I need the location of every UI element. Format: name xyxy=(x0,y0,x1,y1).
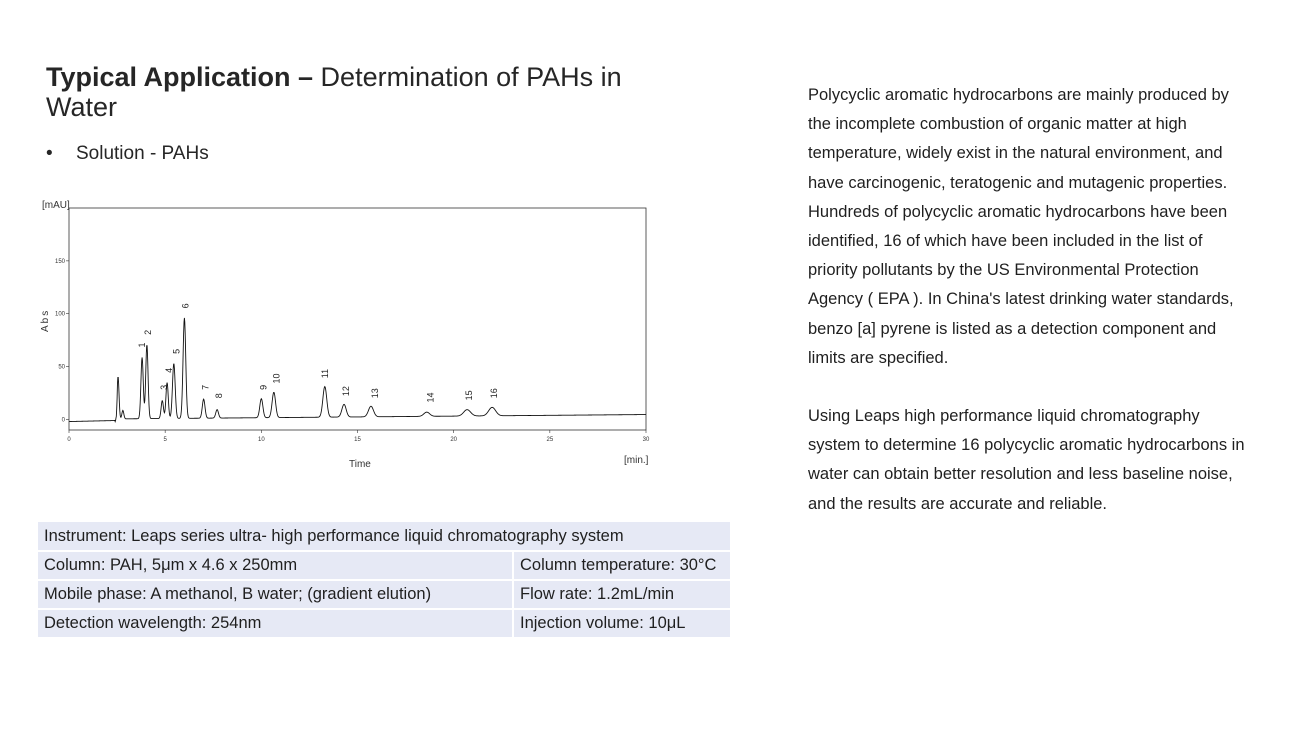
peak-label: 3 xyxy=(159,385,169,390)
peak-label: 6 xyxy=(180,303,190,308)
y-tick-label: 100 xyxy=(55,312,66,318)
peak-label: 7 xyxy=(201,385,211,390)
peak-label: 9 xyxy=(258,385,268,390)
y-tick-label: 0 xyxy=(62,417,66,423)
x-tick-label: 15 xyxy=(354,437,361,443)
y-axis-label: Abs xyxy=(40,309,51,332)
description-paragraph-1: Polycyclic aromatic hydrocarbons are mai… xyxy=(808,86,1234,367)
y-tick-label: 50 xyxy=(58,365,65,371)
peak-label: 11 xyxy=(320,369,330,378)
x-tick-label: 20 xyxy=(450,437,457,443)
y-unit-label: [mAU] xyxy=(42,200,70,211)
peak-label: 13 xyxy=(370,388,380,398)
chromatogram-chart: [mAU] Abs Time [min.] 0 5 10 15 20 25 30 0 50 100… xyxy=(36,194,656,484)
conditions-table: Instrument: Leaps series ultra- high per… xyxy=(36,520,732,639)
x-tick-label: 25 xyxy=(546,437,553,443)
title-bold: Typical Application – xyxy=(46,62,314,92)
x-axis-label: Time xyxy=(349,459,371,470)
peak-label: 4 xyxy=(164,368,174,373)
title-rest: Determination of PAHs in Water xyxy=(46,62,622,122)
flow-rate-cell: Flow rate: 1.2mL/min xyxy=(512,579,732,610)
x-tick-label: 5 xyxy=(163,437,167,443)
bullet-highlight: PAHs xyxy=(161,143,209,164)
plot-frame xyxy=(68,207,647,431)
peak-label: 14 xyxy=(426,392,436,402)
x-tick-label: 30 xyxy=(643,437,650,443)
peak-label: 16 xyxy=(489,388,499,398)
y-tick-label: 150 xyxy=(55,259,66,265)
description-text: Polycyclic aromatic hydrocarbons are mai… xyxy=(808,81,1248,519)
bullet-prefix: Solution - xyxy=(76,143,162,164)
peak-label: 1 xyxy=(137,343,147,348)
x-tick-label: 0 xyxy=(67,437,71,443)
x-unit-label: [min.] xyxy=(624,455,649,466)
chromatogram-svg: [mAU] Abs Time [min.] 0 5 10 15 20 25 30050100… xyxy=(40,200,650,470)
table-row: Column: PAH, 5μm x 4.6 x 250mm Column te… xyxy=(36,550,732,581)
peak-label: 15 xyxy=(464,390,474,400)
wavelength-cell: Detection wavelength: 254nm xyxy=(36,608,514,639)
mobile-phase-cell: Mobile phase: A methanol, B water; (grad… xyxy=(36,579,514,610)
peak-label: 10 xyxy=(272,373,282,383)
column-temperature-cell: Column temperature: 30°C xyxy=(512,550,732,581)
chromatogram-trace xyxy=(68,317,646,423)
table-row: Mobile phase: A methanol, B water; (grad… xyxy=(36,579,732,610)
peak-label: 8 xyxy=(214,393,224,398)
bullet-solution: • Solution - PAHs xyxy=(46,143,209,165)
table-row: Instrument: Leaps series ultra- high per… xyxy=(36,520,732,552)
instrument-cell: Instrument: Leaps series ultra- high per… xyxy=(36,520,732,552)
peak-label: 2 xyxy=(143,330,153,335)
peak-label: 5 xyxy=(172,349,182,354)
x-tick-label: 10 xyxy=(258,437,265,443)
table-row: Detection wavelength: 254nm Injection vo… xyxy=(36,608,732,639)
description-paragraph-2: Using Leaps high performance liquid chro… xyxy=(808,407,1245,513)
page-title: Typical Application – Determination of P… xyxy=(46,62,686,122)
bullet-dot: • xyxy=(46,143,53,164)
peak-label: 12 xyxy=(341,386,351,396)
column-cell: Column: PAH, 5μm x 4.6 x 250mm xyxy=(36,550,514,581)
injection-volume-cell: Injection volume: 10μL xyxy=(512,608,732,639)
